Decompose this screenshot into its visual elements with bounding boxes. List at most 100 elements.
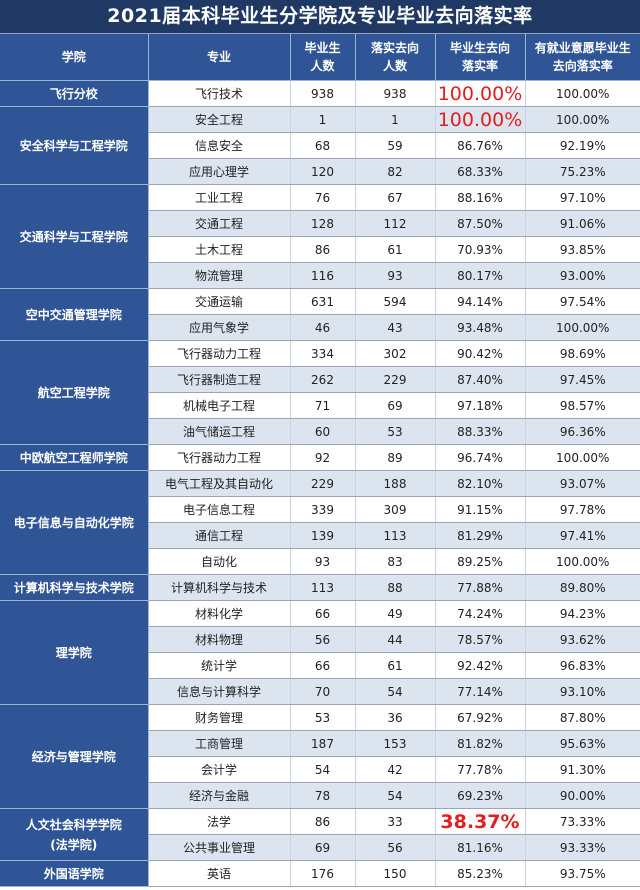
major-cell: 法学 — [148, 808, 291, 835]
placed-cell: 54 — [355, 678, 436, 705]
graduates-cell: 66 — [290, 600, 356, 627]
table-row: 应用气象学 46 43 93.48% 100.00% — [0, 314, 640, 341]
header-major: 专业 — [148, 34, 291, 81]
willing-rate-cell: 100.00% — [525, 106, 640, 133]
major-cell: 交通工程 — [148, 210, 291, 237]
table-header: 学院 专业 毕业生 人数 落实去向 人数 毕业生去向 落实率 有就业意愿毕业生 去向落实… — [0, 34, 640, 81]
major-cell: 物流管理 — [148, 262, 291, 289]
table-row: 通信工程 139 113 81.29% 97.41% — [0, 522, 640, 549]
rate-cell: 81.16% — [435, 834, 526, 861]
graduates-cell: 78 — [290, 782, 356, 809]
placed-cell: 44 — [355, 626, 436, 653]
willing-rate-cell: 73.33% — [525, 808, 640, 835]
college-cell: 电子信息与自动化学院 — [0, 470, 149, 575]
willing-rate-cell: 97.10% — [525, 184, 640, 211]
placed-cell: 56 — [355, 834, 436, 861]
placed-cell: 188 — [355, 470, 436, 497]
rate-cell: 88.16% — [435, 184, 526, 211]
graduates-cell: 113 — [290, 574, 356, 601]
college-cell: 航空工程学院 — [0, 340, 149, 445]
table-row: 空中交通管理学院 交通运输 631 594 94.14% 97.54% — [0, 288, 640, 341]
header-willing-rate-line2: 去向落实率 — [552, 59, 613, 73]
willing-rate-cell: 90.00% — [525, 782, 640, 809]
header-rate-line2: 落实率 — [461, 59, 498, 73]
graduates-cell: 86 — [290, 236, 356, 263]
willing-rate-cell: 91.06% — [525, 210, 640, 237]
major-cell: 机械电子工程 — [148, 392, 291, 419]
graduates-cell: 66 — [290, 652, 356, 679]
major-cell: 应用心理学 — [148, 158, 291, 185]
college-cell: 人文社会科学学院 (法学院) — [0, 808, 149, 861]
college-name: 人文社会科学学院 — [25, 817, 122, 832]
table-row: 会计学 54 42 77.78% 91.30% — [0, 756, 640, 783]
willing-rate-cell: 100.00% — [525, 80, 640, 107]
rate-cell: 94.14% — [435, 288, 526, 315]
placed-cell: 59 — [355, 132, 436, 159]
header-rate: 毕业生去向 落实率 — [435, 34, 526, 81]
college-cell: 交通科学与工程学院 — [0, 184, 149, 289]
rate-cell: 96.74% — [435, 444, 526, 471]
major-cell: 会计学 — [148, 756, 291, 783]
graduates-cell: 46 — [290, 314, 356, 341]
header-college: 学院 — [0, 34, 149, 81]
major-cell: 飞行技术 — [148, 80, 291, 107]
graduates-cell: 1 — [290, 106, 356, 133]
placed-cell: 83 — [355, 548, 436, 575]
graduates-cell: 334 — [290, 340, 356, 367]
graduates-cell: 60 — [290, 418, 356, 445]
college-cell: 外国语学院 — [0, 860, 149, 887]
major-cell: 应用气象学 — [148, 314, 291, 341]
table-row: 航空工程学院 飞行器动力工程 334 302 90.42% 98.69% — [0, 340, 640, 445]
graduates-cell: 92 — [290, 444, 356, 471]
willing-rate-cell: 93.75% — [525, 860, 640, 887]
placed-cell: 89 — [355, 444, 436, 471]
college-name: 计算机科学与技术学院 — [13, 580, 134, 595]
table-row: 交通工程 128 112 87.50% 91.06% — [0, 210, 640, 237]
graduates-cell: 68 — [290, 132, 356, 159]
rate-cell: 88.33% — [435, 418, 526, 445]
major-cell: 飞行器动力工程 — [148, 340, 291, 367]
table-row: 外国语学院 英语 176 150 85.23% 93.75% — [0, 860, 640, 887]
willing-rate-cell: 97.54% — [525, 288, 640, 315]
major-cell: 电子信息工程 — [148, 496, 291, 523]
placed-cell: 1 — [355, 106, 436, 133]
rate-cell: 97.18% — [435, 392, 526, 419]
major-cell: 财务管理 — [148, 704, 291, 731]
graduates-cell: 116 — [290, 262, 356, 289]
willing-rate-cell: 91.30% — [525, 756, 640, 783]
header-college-label: 学院 — [61, 50, 86, 64]
rate-cell: 82.10% — [435, 470, 526, 497]
rate-cell: 81.82% — [435, 730, 526, 757]
college-name: 飞行分校 — [49, 86, 98, 101]
rate-cell: 69.23% — [435, 782, 526, 809]
major-cell: 信息安全 — [148, 132, 291, 159]
willing-rate-cell: 93.62% — [525, 626, 640, 653]
willing-rate-cell: 75.23% — [525, 158, 640, 185]
rate-cell: 86.76% — [435, 132, 526, 159]
graduates-cell: 262 — [290, 366, 356, 393]
willing-rate-cell: 93.10% — [525, 678, 640, 705]
table-row: 公共事业管理 69 56 81.16% 93.33% — [0, 834, 640, 861]
major-cell: 通信工程 — [148, 522, 291, 549]
major-cell: 公共事业管理 — [148, 834, 291, 861]
major-cell: 交通运输 — [148, 288, 291, 315]
header-rate-line1: 毕业生去向 — [449, 41, 510, 55]
table-row: 工商管理 187 153 81.82% 95.63% — [0, 730, 640, 757]
table-row: 物流管理 116 93 80.17% 93.00% — [0, 262, 640, 289]
college-name-subtitle: (法学院) — [50, 837, 98, 852]
graduates-cell: 176 — [290, 860, 356, 887]
college-cell: 空中交通管理学院 — [0, 288, 149, 341]
placed-cell: 93 — [355, 262, 436, 289]
graduates-cell: 631 — [290, 288, 356, 315]
placed-cell: 594 — [355, 288, 436, 315]
header-placed-line2: 人数 — [382, 59, 407, 73]
rate-cell: 38.37% — [435, 808, 526, 835]
willing-rate-cell: 93.00% — [525, 262, 640, 289]
graduates-cell: 54 — [290, 756, 356, 783]
major-cell: 统计学 — [148, 652, 291, 679]
college-cell: 中欧航空工程师学院 — [0, 444, 149, 471]
table-row: 电子信息与自动化学院 电气工程及其自动化 229 188 82.10% 93.07% — [0, 470, 640, 575]
table-body: 飞行分校 飞行技术 938 938 100.00% 100.00% 安全科学与工程学院 安全工… — [0, 80, 640, 887]
major-cell: 信息与计算科学 — [148, 678, 291, 705]
major-cell: 飞行器制造工程 — [148, 366, 291, 393]
